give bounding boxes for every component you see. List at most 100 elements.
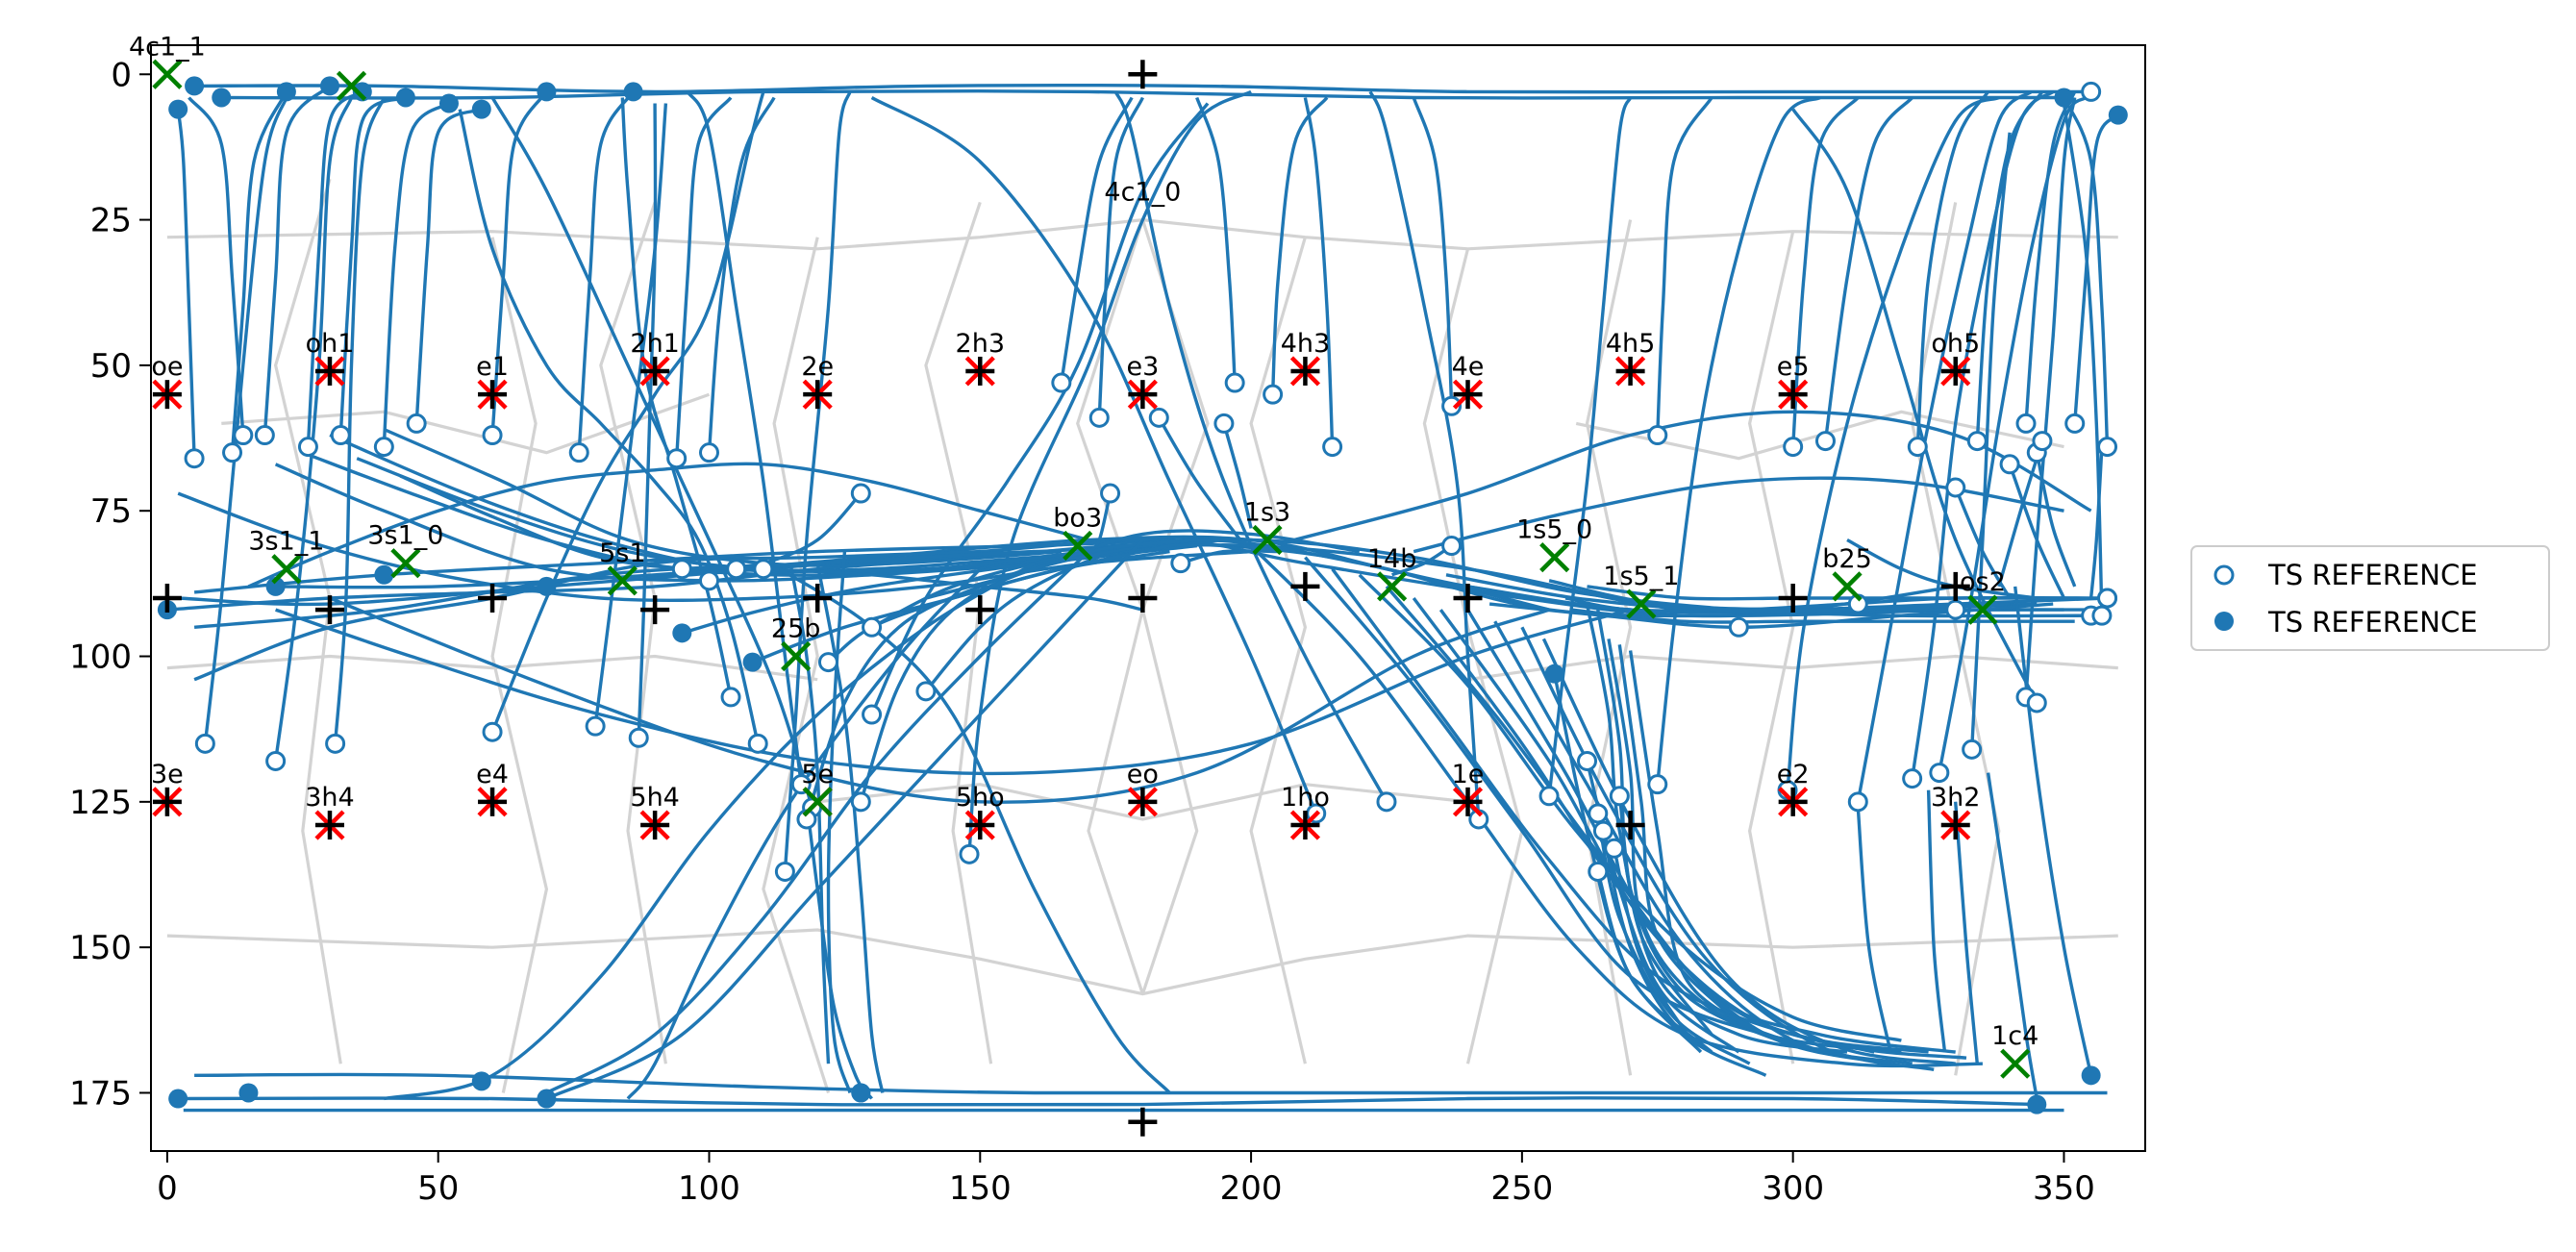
- pathway-line: [306, 89, 363, 447]
- green-x-marker-stroke: [802, 787, 833, 817]
- ts-open-point: [698, 570, 719, 591]
- black-plus-marker: [1615, 356, 1645, 386]
- pathway-line: [194, 1072, 2108, 1095]
- pathway-line: [1412, 96, 1454, 407]
- green-x-marker-stroke: [781, 640, 812, 672]
- green-x-marker-stroke: [2000, 1048, 2031, 1079]
- cp-label: 3h4: [305, 783, 354, 813]
- pathway-line: [490, 90, 548, 436]
- ts-open-point: [1604, 838, 1625, 859]
- x-tick-label: 250: [1490, 1169, 1553, 1208]
- green-x-marker-stroke: [607, 565, 638, 596]
- pathway-line: [2024, 90, 2077, 424]
- pathway-line: [1970, 132, 2012, 750]
- ts-filled-point: [1544, 664, 1564, 684]
- pathway-line: [1791, 96, 1860, 447]
- pathway-line: [637, 103, 658, 739]
- ts-label: 3s1_0: [367, 521, 443, 551]
- cp-label: e5: [1777, 352, 1810, 382]
- pathway-line: [2062, 103, 2104, 616]
- ts-open-point: [2015, 413, 2037, 434]
- ts-open-point: [2081, 81, 2102, 102]
- x-tick-label: 50: [417, 1169, 459, 1208]
- y-tick-label: 25: [90, 202, 132, 240]
- pathway-line: [1954, 487, 2012, 599]
- green-x-marker-stroke: [1377, 571, 1408, 602]
- pathway-line: [329, 596, 1550, 804]
- pathway-line: [593, 103, 668, 727]
- pathway-line: [1087, 492, 1113, 553]
- cp-label: 5h4: [630, 783, 679, 813]
- green-x-marker: [1832, 571, 1863, 602]
- pathway-line: [383, 427, 1062, 567]
- ts-open-point: [1647, 774, 1668, 795]
- green-x-marker-stroke: [1539, 542, 1570, 573]
- pathway-line: [333, 96, 386, 744]
- green-x-marker: [1252, 524, 1283, 556]
- pathway-line: [2008, 463, 2066, 599]
- cp-label: 5ho: [956, 783, 1005, 813]
- y-tick-label: 150: [69, 929, 132, 967]
- ts-open-point: [915, 681, 937, 702]
- pathway-line: [1596, 813, 1751, 1065]
- cp-label: oh1: [306, 329, 355, 359]
- ts-filled-point: [374, 564, 394, 585]
- pathway-line: [176, 109, 196, 459]
- ts-open-point: [2064, 413, 2086, 434]
- ts-open-point: [1783, 437, 1804, 458]
- annotations: oe oh1 e1 2h1 2e 2h3 e3 4h3 4e 4h5 e5 oh5 3e 3h4 e4 5h4…: [129, 32, 2038, 1051]
- pathway-line: [1856, 89, 2033, 803]
- x-axis: 0 50 100 150 200 250 300 350: [157, 1151, 2095, 1208]
- x-tick-label: 300: [1762, 1169, 1824, 1208]
- ts-open-point: [482, 425, 503, 446]
- pathway-line: [1601, 830, 1767, 1077]
- pathway-line: [783, 90, 852, 872]
- pathway-line: [1926, 789, 1947, 1053]
- pathway-line: [338, 95, 407, 436]
- ts-open-point: [1945, 477, 1966, 498]
- pathway-line: [1656, 95, 1821, 785]
- ts-filled-point: [537, 1089, 557, 1109]
- black-plus-marker: [152, 787, 182, 816]
- black-plus-marker: [152, 380, 182, 410]
- pathway-line: [1596, 870, 1703, 1054]
- plot-frame: [150, 44, 2146, 1152]
- ts-label: 1s3: [1244, 497, 1290, 527]
- pathway-line: [815, 563, 885, 1093]
- grid-line: [762, 237, 831, 1093]
- ts-open-point: [2032, 431, 2053, 452]
- pathway-line: [805, 801, 873, 1100]
- legend: TS REFERENCE TS REFERENCE: [2190, 545, 2550, 651]
- black-plus-marker: [314, 595, 344, 625]
- ts-open-point: [1592, 820, 1613, 841]
- green-x-marker: [390, 548, 421, 579]
- ts-filled-point: [851, 1083, 871, 1103]
- cp-label: 5e: [801, 760, 834, 789]
- pathway-line: [2073, 113, 2120, 424]
- ts-open-point: [1588, 861, 1609, 882]
- ts-open-point: [1647, 425, 1668, 446]
- ts-label: bo3: [1053, 504, 1102, 534]
- pathway-line: [1613, 847, 1697, 1047]
- cp-label: 2h3: [956, 329, 1005, 359]
- ts-open-point: [2097, 588, 2118, 609]
- green-x-marker-stroke: [1967, 594, 1998, 625]
- pathway-line: [1445, 573, 2011, 613]
- cp-label: 2h1: [630, 329, 679, 359]
- ts-open-point: [1441, 395, 1463, 416]
- pathway-line: [620, 97, 733, 698]
- black-plus-marker: [478, 380, 508, 410]
- ts-open-point: [698, 442, 719, 463]
- ts-open-point: [1148, 407, 1169, 428]
- green-x-marker: [1377, 571, 1408, 602]
- black-plus-marker: [1940, 811, 1970, 840]
- ts-open-point: [406, 413, 427, 434]
- black-plus-marker: [1453, 380, 1483, 410]
- pathway-line: [577, 90, 636, 453]
- ts-filled-point: [672, 623, 692, 643]
- pathway-line: [1222, 422, 1253, 529]
- y-tick-label: 0: [111, 56, 132, 94]
- black-plus-marker: [1128, 584, 1158, 613]
- green-x-marker-stroke: [152, 59, 183, 89]
- ts-label: 4c1_1: [129, 32, 206, 62]
